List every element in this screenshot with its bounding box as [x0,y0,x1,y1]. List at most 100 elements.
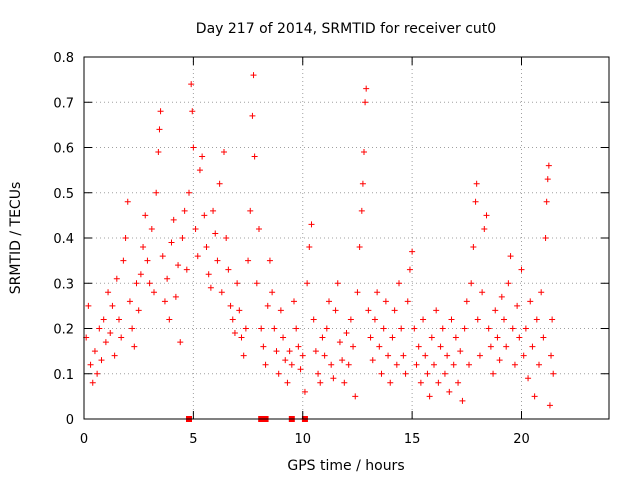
data-point [533,316,540,323]
data-point [304,280,311,287]
data-point [396,280,402,287]
data-point [273,348,280,355]
data-point [509,325,516,332]
data-point [503,343,510,350]
data-point [321,352,328,359]
data-point [543,198,550,205]
data-point [426,393,433,400]
data-point [457,348,464,355]
data-point [354,289,361,296]
data-point [291,298,297,305]
data-point [111,352,118,359]
data-point [336,339,343,346]
data-point [96,325,103,332]
data-point [214,257,221,264]
data-point [277,307,284,314]
data-point [189,108,196,115]
data-point [223,235,230,241]
data-point [306,244,313,251]
data-point [361,149,367,156]
data-point [413,361,420,368]
y-tick-label: 0.3 [53,277,74,292]
data-point [166,316,173,323]
data-point [376,343,383,350]
data-point [253,280,260,287]
data-point [501,316,507,323]
data-point [156,126,163,133]
data-point [159,253,166,260]
data-point [186,189,192,196]
data-point [540,334,547,341]
data-point [164,275,171,282]
data-point [87,361,94,368]
axis-ticks: 0 0.1 0.2 0.3 0.4 0.5 0.6 0.7 0.8 0 5 10 15 20 [53,51,609,447]
data-point [250,72,257,79]
data-point [385,352,392,359]
data-point [242,325,249,332]
data-point [192,225,199,232]
data-point [151,289,157,296]
data-point [455,379,462,386]
data-point [120,257,127,264]
data-point [100,316,107,323]
data-point [433,307,440,314]
data-point [116,316,122,323]
x-tick-label: 0 [80,432,88,447]
data-point [347,316,354,323]
data-point [479,289,486,296]
data-point [356,244,363,251]
data-point [496,357,503,364]
data-point [196,167,203,174]
data-point [505,280,512,287]
chart-title: Day 217 of 2014, SRMTID for receiver cut… [196,21,496,37]
y-tick-label: 0.2 [53,323,74,338]
data-point [382,298,389,305]
data-point [161,298,168,305]
data-point [362,99,369,106]
data-point [476,352,483,359]
data-point [409,248,416,255]
data-point [529,343,536,350]
data-point [371,316,378,323]
data-point [124,198,131,205]
data-point [330,375,337,382]
data-point [113,275,120,282]
data-point [155,149,162,156]
data-point [262,361,269,368]
data-point [194,253,201,260]
data-point [133,280,140,287]
data-point [446,388,453,395]
data-point [406,266,413,273]
data-point [236,307,243,314]
data-point [297,366,304,373]
data-point [190,144,197,151]
grid [84,57,609,419]
data-point [522,325,529,332]
data-point [542,235,549,241]
data-point [498,293,505,300]
data-point [288,361,295,368]
data-point [231,330,238,337]
data-point [358,207,365,214]
y-tick-label: 0.5 [53,187,74,202]
data-point [389,334,396,341]
data-point [415,343,422,350]
data-point [428,334,435,341]
data-point [365,307,372,314]
data-point [210,207,217,214]
data-point [448,316,455,323]
data-point [374,289,381,296]
data-point [483,212,490,219]
data-point [308,221,315,228]
data-point [275,370,282,377]
data-point [256,225,262,232]
data-point [545,162,552,169]
y-tick-label: 0.6 [53,142,74,157]
data-point [317,379,324,386]
data-point [266,257,273,264]
x-axis-label: GPS time / hours [287,458,404,474]
y-tick-label: 0.4 [53,232,74,247]
data-point [131,343,138,350]
data-point [144,257,151,264]
